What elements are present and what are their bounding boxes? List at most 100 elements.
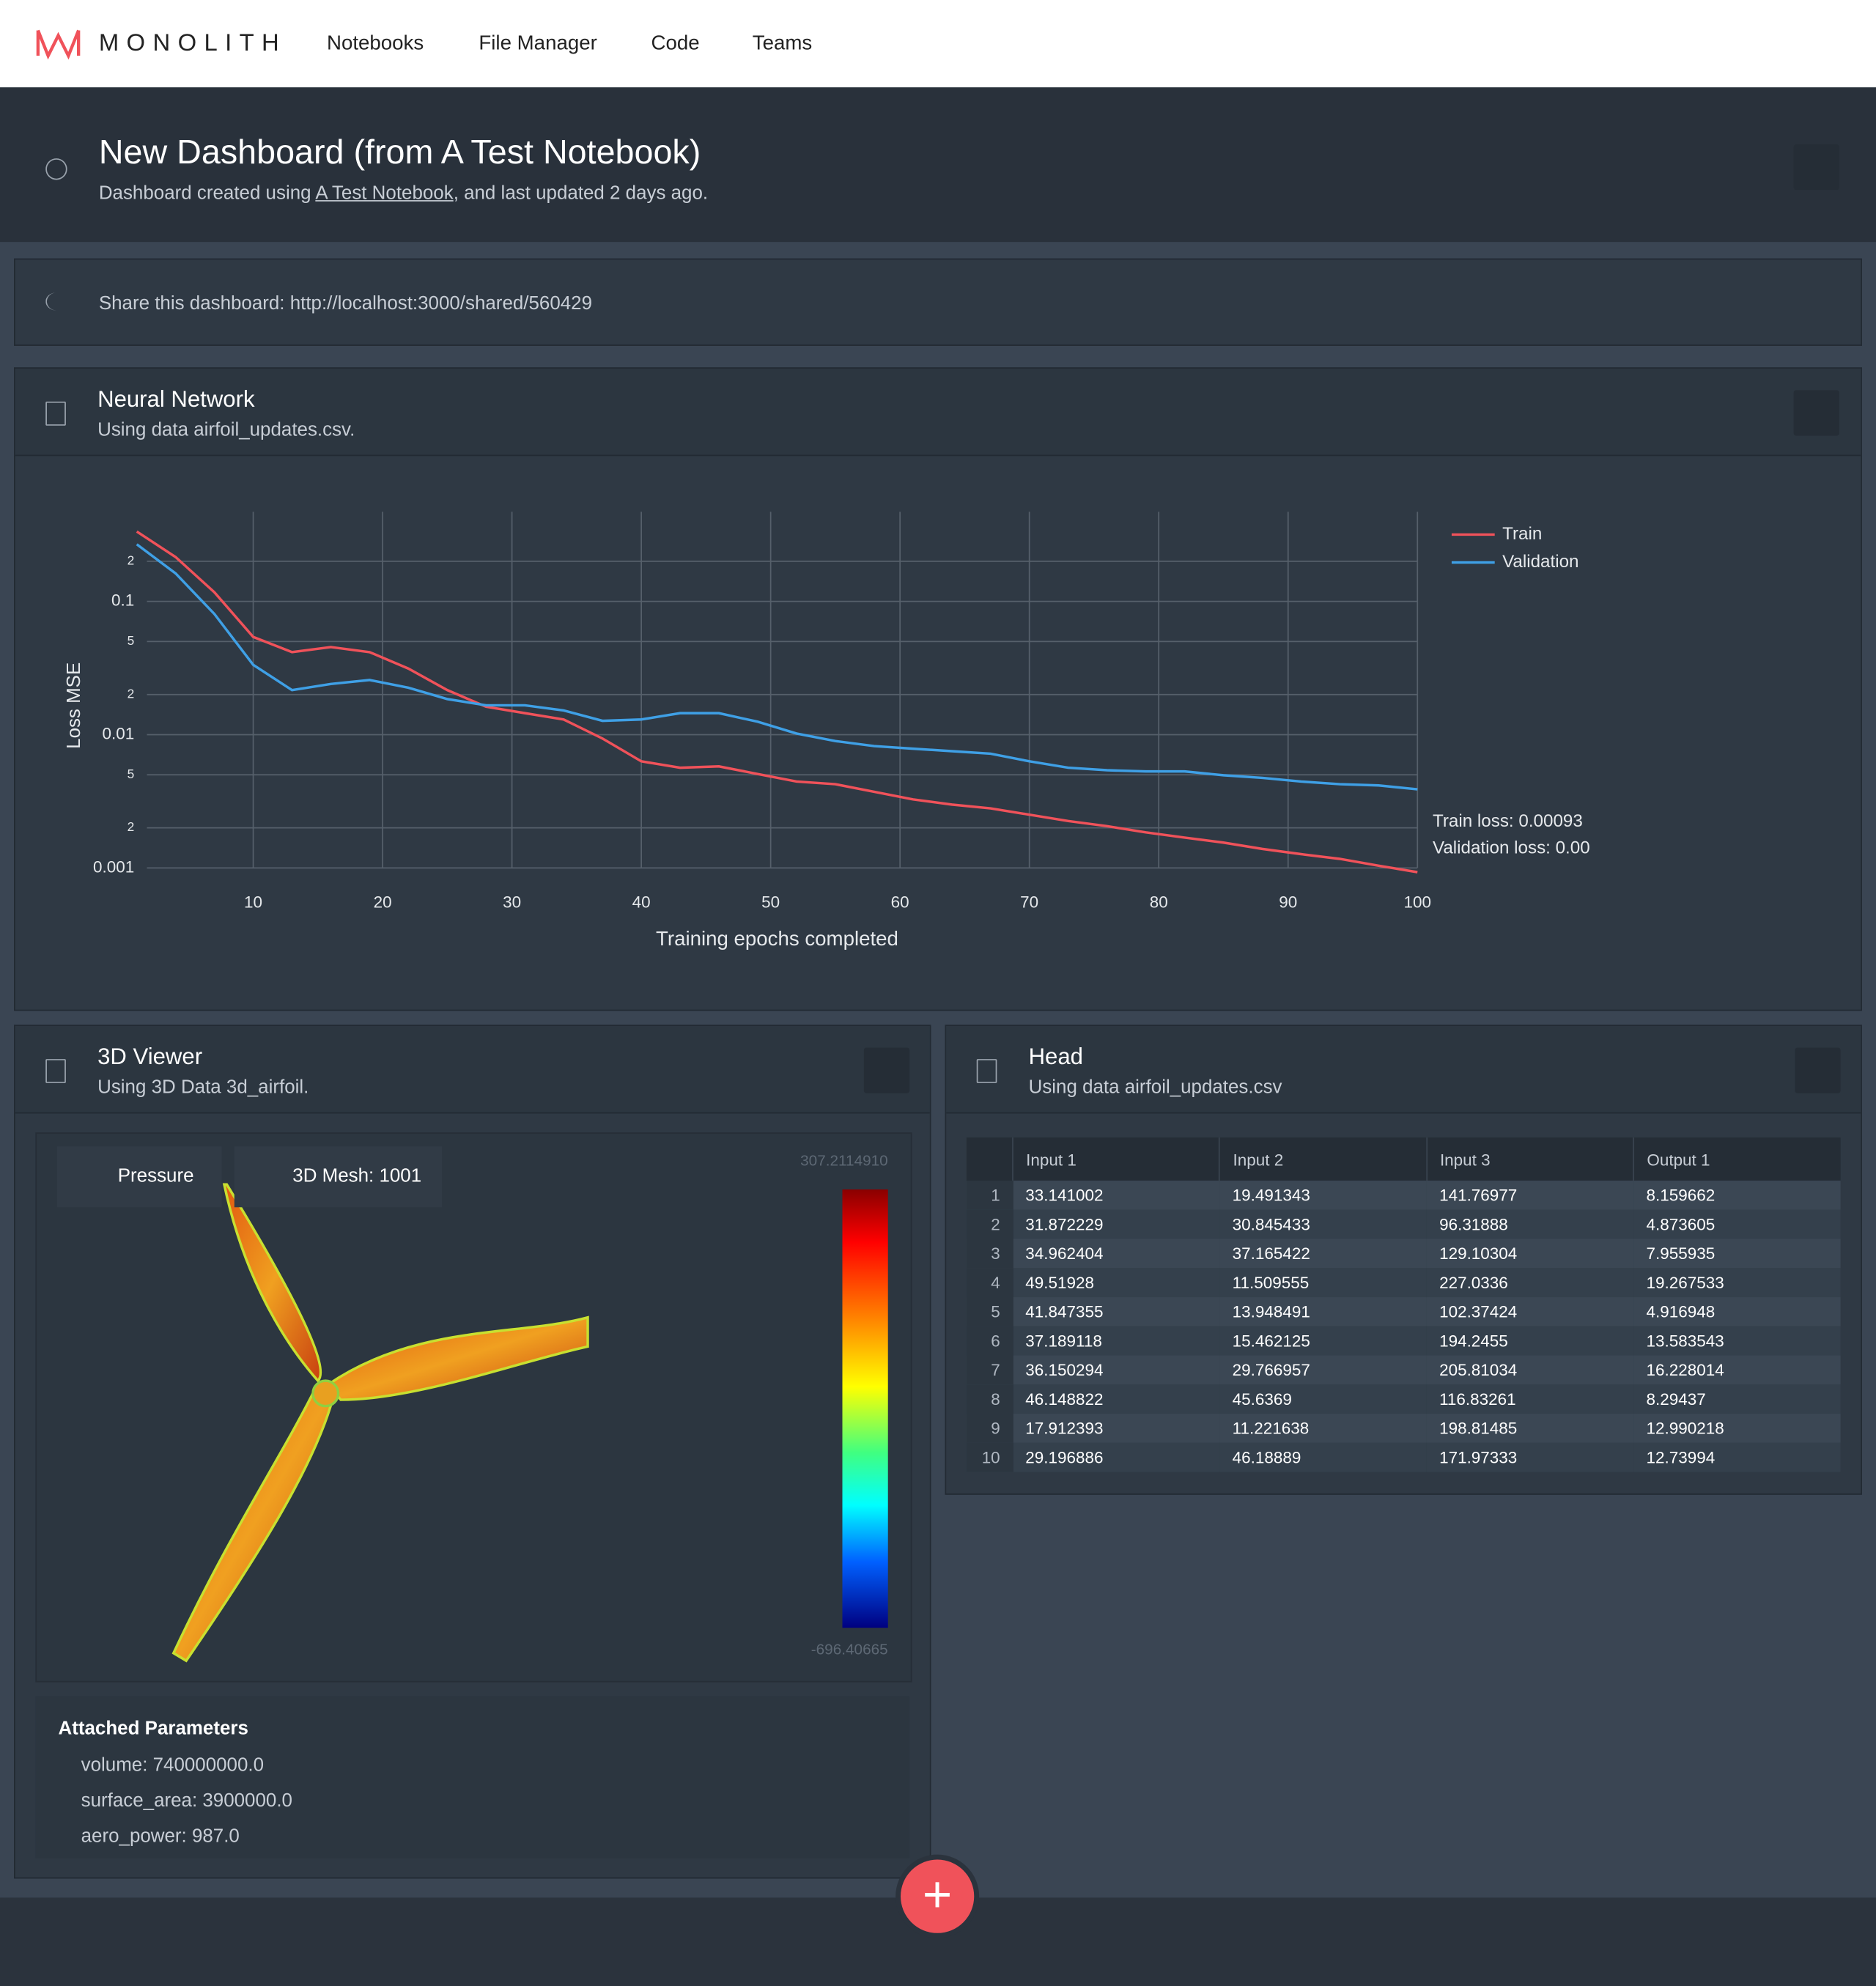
propeller: [171, 1183, 888, 1663]
y-tick-label: 2: [128, 553, 135, 567]
cell: 205.81034: [1439, 1360, 1518, 1380]
text: , and last updated 2 days ago.: [453, 182, 709, 204]
settings-button[interactable]: [1793, 390, 1839, 436]
scale-max: 307.2114910: [800, 1151, 888, 1170]
annotation: Validation loss: 0.00: [1433, 838, 1590, 858]
cell: 194.2455: [1439, 1331, 1508, 1351]
cell: 102.37424: [1439, 1302, 1518, 1321]
legend-label: Validation: [1502, 552, 1578, 572]
row-index: 7: [966, 1355, 1013, 1385]
cell: 37.165422: [1232, 1244, 1310, 1263]
panel-icon: [45, 401, 66, 426]
line: [136, 530, 1418, 874]
settings-button[interactable]: [1793, 144, 1839, 191]
y-axis-label: Loss MSE: [64, 662, 84, 749]
nav-item[interactable]: File Manager: [479, 32, 597, 55]
select[interactable]: Pressure: [56, 1146, 222, 1208]
cell: 13.583543: [1646, 1331, 1724, 1351]
brand: MONOLITH: [98, 30, 287, 57]
cell: 227.0336: [1439, 1273, 1508, 1293]
add-button[interactable]: +: [901, 1859, 975, 1933]
table-row: 2 31.872229 30.845433 96.31888 4.873605: [966, 1209, 1841, 1239]
line-chart: 10 20 30 40 50 60 70 80 90 100 0.001 2 5 0.01 2 5 0.1 2 Tr…: [64, 512, 1590, 950]
x-tick-label: 80: [1150, 893, 1168, 911]
legend-label: Train: [1502, 524, 1542, 544]
row-index: 2: [966, 1209, 1013, 1239]
cell: 15.462125: [1232, 1331, 1310, 1351]
cell: 8.159662: [1646, 1185, 1716, 1205]
x-tick-label: 10: [244, 893, 262, 911]
viewport: Pressure 3D Mesh: 1001 307.2114910 -696.…: [35, 1132, 912, 1683]
cell: 4.873605: [1646, 1214, 1716, 1234]
scale-min: -696.40665: [810, 1640, 888, 1658]
row-index: 5: [966, 1297, 1013, 1326]
row-index: 1: [966, 1181, 1013, 1210]
cell: 8.29437: [1646, 1389, 1706, 1409]
cell: 7.955935: [1646, 1244, 1716, 1263]
cell: 171.97333: [1439, 1447, 1518, 1467]
settings-button[interactable]: [1795, 1047, 1841, 1093]
param: volume: 740000000.0: [81, 1754, 265, 1776]
chart-panel: Neural Network Using data airfoil_updates…: [14, 367, 1862, 1011]
y-tick-label: 0.01: [102, 724, 134, 742]
text: Dashboard created using: [98, 182, 316, 204]
notebook-link[interactable]: A Test Notebook: [315, 182, 454, 204]
row-index: 4: [966, 1268, 1013, 1298]
nav-item[interactable]: Notebooks: [326, 32, 424, 55]
x-tick-label: 50: [761, 893, 780, 911]
table-row: 8 46.148822 45.6369 116.83261 8.29437: [966, 1384, 1841, 1414]
table-row: 9 17.912393 11.221638 198.81485 12.990218: [966, 1414, 1841, 1443]
nav-item[interactable]: Code: [651, 32, 700, 55]
cell: 31.872229: [1025, 1214, 1104, 1234]
cell: 11.509555: [1232, 1273, 1310, 1293]
dashboard-subtitle: Dashboard created using A Test Notebook,…: [99, 182, 708, 204]
cell: 129.10304: [1439, 1244, 1518, 1263]
dashboard-header: New Dashboard (from A Test Notebook) Das…: [0, 87, 1876, 243]
column-header: Output 1: [1633, 1137, 1841, 1181]
x-tick-label: 100: [1404, 893, 1431, 911]
cell: 36.150294: [1025, 1360, 1104, 1380]
panel-header: Neural Network Using data airfoil_updates…: [15, 369, 1861, 457]
settings-button[interactable]: [863, 1047, 910, 1093]
cell: 4.916948: [1646, 1302, 1716, 1321]
table-row: 4 49.51928 11.509555 227.0336 19.267533: [966, 1268, 1841, 1298]
nav-item[interactable]: Teams: [752, 32, 813, 55]
cell: 29.196886: [1025, 1447, 1104, 1467]
table-row: 3 34.962404 37.165422 129.10304 7.955935: [966, 1239, 1841, 1269]
annotation: Train loss: 0.00093: [1433, 811, 1583, 831]
x-tick-label: 30: [503, 893, 521, 911]
param: aero_power: 987.0: [81, 1825, 240, 1847]
share-panel: Share this dashboard: http://localhost:3…: [14, 258, 1862, 346]
table-row: 1 33.141002 19.491343 141.76977 8.159662: [966, 1181, 1841, 1210]
column-header: Input 3: [1425, 1137, 1634, 1181]
y-tick-label: 5: [128, 633, 135, 648]
cell: 11.221638: [1232, 1418, 1310, 1438]
panel-subtitle: Using data airfoil_updates.csv: [1028, 1077, 1282, 1099]
cell: 19.491343: [1232, 1185, 1310, 1205]
row-index: 6: [966, 1326, 1013, 1356]
y-tick-label: 5: [128, 767, 135, 781]
row-index: 10: [966, 1442, 1013, 1472]
cell: 37.189118: [1025, 1331, 1102, 1351]
x-axis-label: Training epochs completed: [656, 927, 898, 950]
y-tick-label: 2: [128, 686, 135, 701]
panel-icon: [45, 1059, 66, 1083]
cell: 19.267533: [1646, 1273, 1724, 1293]
y-tick-label: 0.1: [111, 591, 134, 610]
cell: 198.81485: [1439, 1418, 1518, 1438]
x-tick-label: 90: [1279, 893, 1297, 911]
select[interactable]: 3D Mesh: 1001: [234, 1146, 443, 1208]
x-tick-label: 70: [1020, 893, 1038, 911]
logo: [36, 29, 81, 60]
nav-bar: MONOLITH Notebooks File Manager Code Tea…: [0, 0, 1876, 88]
share-text: Share this dashboard: http://localhost:3…: [98, 292, 593, 314]
panel-header: Head Using data airfoil_updates.csv: [946, 1026, 1861, 1114]
table-row: 10 29.196886 46.18889 171.97333 12.73994: [966, 1442, 1841, 1472]
cell: 49.51928: [1025, 1273, 1095, 1293]
params-box: Attached Parameters volume: 740000000.0 …: [35, 1696, 910, 1858]
param: surface_area: 3900000.0: [81, 1790, 292, 1812]
y-tick-label: 2: [128, 819, 135, 834]
panel-icon: [976, 1059, 997, 1083]
share-icon: [45, 292, 67, 311]
